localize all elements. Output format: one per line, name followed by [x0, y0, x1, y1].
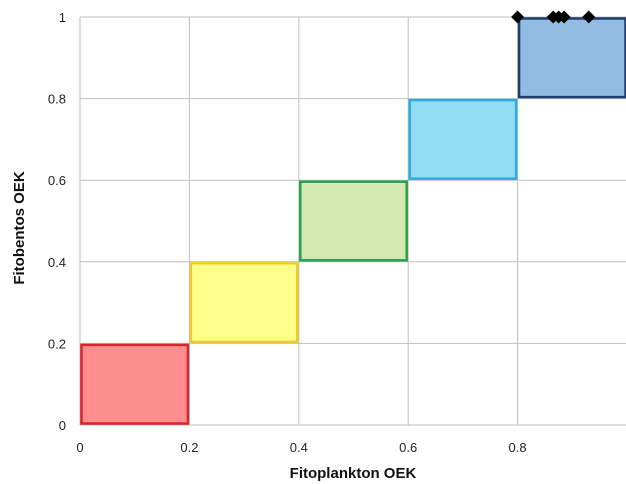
grid	[79, 16, 626, 426]
y-axis-title: Fitobentos OEK	[11, 171, 28, 284]
data-point	[557, 10, 571, 24]
data-point	[511, 10, 525, 24]
class-box-5	[517, 17, 626, 99]
x-tick-label: 0	[76, 440, 83, 455]
y-tick-label: 1	[59, 10, 66, 25]
x-tick-label: 0.4	[290, 440, 308, 455]
x-tick-label: 0.8	[509, 440, 527, 455]
y-tick-label: 0.6	[48, 173, 66, 188]
y-tick-label: 0.4	[48, 255, 66, 270]
class-box-4	[408, 98, 518, 180]
x-tick-label: 0.2	[180, 440, 198, 455]
class-box-2	[189, 262, 299, 344]
class-box-1	[80, 343, 190, 425]
class-box-3	[299, 180, 408, 262]
y-tick-label: 0.2	[48, 336, 66, 351]
quality-class-boxes	[80, 17, 626, 425]
y-tick-label: 0	[59, 418, 66, 433]
tick-labels: 0 0.2 0.4 0.6 0.8 0 0.2 0.4 0.6 0.8 1	[48, 10, 527, 455]
x-tick-label: 0.6	[399, 440, 417, 455]
x-axis-title: Fitoplankton OEK	[290, 465, 417, 482]
data-point	[582, 10, 596, 24]
y-tick-label: 0.8	[48, 92, 66, 107]
data-points	[511, 10, 596, 24]
